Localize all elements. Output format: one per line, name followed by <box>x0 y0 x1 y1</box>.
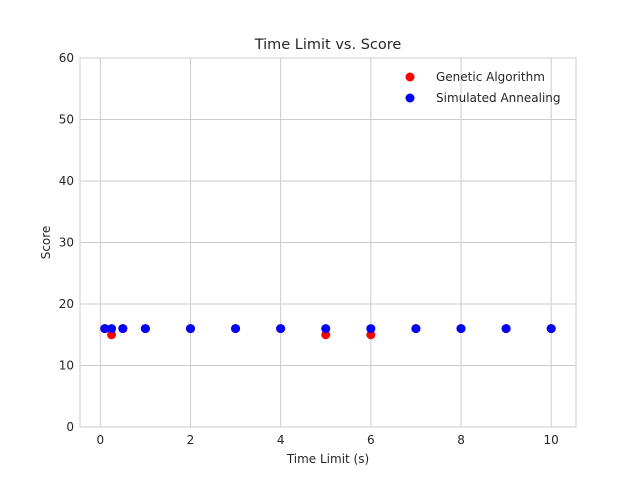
point-genetic-algorithm <box>321 330 331 340</box>
data-points <box>100 324 556 340</box>
point-simulated-annealing <box>231 324 241 334</box>
plot-frame <box>79 57 577 428</box>
legend-label: Genetic Algorithm <box>436 70 545 84</box>
legend-label: Simulated Annealing <box>436 91 561 105</box>
point-genetic-algorithm <box>366 330 376 340</box>
y-tick-label: 30 <box>59 236 74 250</box>
y-tick-label: 10 <box>59 359 74 373</box>
point-simulated-annealing <box>118 324 128 334</box>
legend: Genetic Algorithm Simulated Annealing <box>405 70 561 105</box>
point-simulated-annealing <box>411 324 421 334</box>
x-tick-label: 6 <box>367 433 375 447</box>
x-tick-label: 8 <box>457 433 465 447</box>
point-simulated-annealing <box>107 324 117 334</box>
y-tick-label: 50 <box>59 113 74 127</box>
x-tick-label: 10 <box>544 433 559 447</box>
legend-marker <box>405 72 415 82</box>
y-axis-label: Score <box>39 226 53 260</box>
point-simulated-annealing <box>140 324 150 334</box>
y-tick-label: 60 <box>59 51 74 65</box>
y-tick-labels: 0 10 20 30 40 50 60 <box>59 51 74 434</box>
point-simulated-annealing <box>546 324 556 334</box>
x-axis-label: Time Limit (s) <box>286 452 369 466</box>
point-simulated-annealing <box>100 324 110 334</box>
point-simulated-annealing <box>321 324 331 334</box>
y-tick-label: 0 <box>66 420 74 434</box>
legend-marker <box>405 93 415 103</box>
point-simulated-annealing <box>185 324 195 334</box>
x-tick-label: 0 <box>96 433 104 447</box>
x-tick-labels: 0 2 4 6 8 10 <box>96 433 558 447</box>
point-genetic-algorithm <box>107 330 117 340</box>
x-tick-label: 4 <box>277 433 285 447</box>
chart-title: Time Limit vs. Score <box>254 37 402 53</box>
grid-lines <box>80 57 576 428</box>
x-tick-label: 2 <box>187 433 195 447</box>
point-simulated-annealing <box>501 324 511 334</box>
point-simulated-annealing <box>276 324 286 334</box>
y-tick-label: 40 <box>59 174 74 188</box>
y-tick-label: 20 <box>59 297 74 311</box>
point-simulated-annealing <box>456 324 466 334</box>
point-simulated-annealing <box>366 324 376 334</box>
